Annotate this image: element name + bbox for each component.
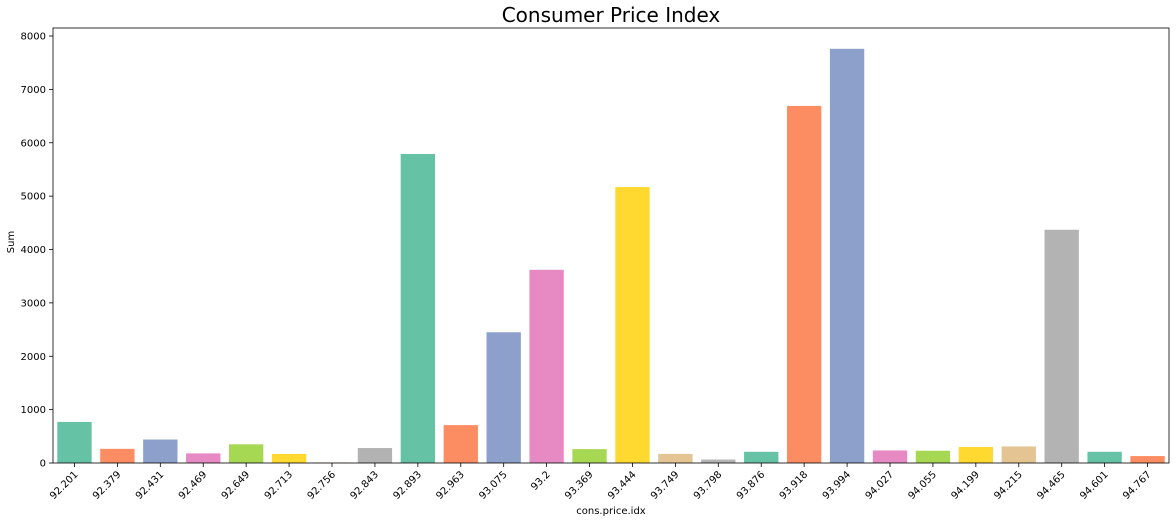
x-tick-label: 93.918 — [778, 469, 811, 502]
bar-92.379 — [100, 448, 135, 463]
bar-93.075 — [486, 332, 521, 463]
bar-93.994 — [829, 48, 865, 464]
bar-93.369 — [572, 449, 607, 463]
x-tick-label: 94.601 — [1078, 469, 1111, 502]
bar-94.767 — [1130, 456, 1165, 463]
bar-92.201 — [57, 421, 92, 463]
x-tick-label: 92.713 — [263, 469, 296, 502]
x-tick-label: 92.893 — [391, 469, 424, 502]
bar-93.876 — [744, 451, 779, 463]
y-tick-label: 7000 — [21, 85, 46, 96]
y-axis: 0 1000 2000 3000 4000 5000 6000 7000 8000 — [21, 32, 53, 470]
x-tick-label: 93.749 — [649, 469, 682, 502]
x-axis-label: cons.price.idx — [576, 506, 646, 517]
x-tick-label: 93.876 — [735, 469, 768, 502]
bar-92.649 — [228, 444, 264, 463]
x-axis: 92.201 92.379 92.431 92.469 92.649 92.713 92.7… — [48, 463, 1154, 502]
y-tick-label: 2000 — [21, 352, 46, 363]
y-axis-label: Sum — [6, 231, 17, 253]
x-tick-label: 94.027 — [864, 469, 897, 502]
plot-frame — [52, 27, 1170, 464]
bar-92.713 — [271, 453, 307, 463]
y-tick-label: 5000 — [21, 192, 46, 203]
y-tick-label: 3000 — [21, 298, 46, 309]
bar-94.199 — [958, 446, 994, 463]
bar-92.893 — [400, 153, 436, 463]
bar-93.444 — [615, 187, 650, 463]
x-tick-label: 92.379 — [91, 469, 124, 502]
y-tick-label: 1000 — [21, 405, 46, 416]
x-tick-label: 94.055 — [907, 469, 940, 502]
bar-92.469 — [186, 453, 221, 463]
y-tick-label: 4000 — [21, 245, 46, 256]
x-tick-label: 94.199 — [949, 469, 982, 502]
bar-94.055 — [915, 450, 951, 463]
y-tick-label: 6000 — [21, 138, 46, 149]
bar-92.843 — [357, 448, 393, 463]
bar-93.749 — [658, 453, 693, 463]
x-tick-label: 92.201 — [48, 469, 81, 502]
x-tick-label: 94.465 — [1035, 469, 1068, 502]
x-tick-label: 93.994 — [821, 469, 854, 502]
bars — [57, 48, 1165, 464]
bar-94.465 — [1044, 229, 1079, 463]
x-tick-label: 93.075 — [477, 469, 510, 502]
bar-94.215 — [1001, 446, 1036, 463]
x-tick-label: 93.798 — [692, 469, 725, 502]
x-tick-label: 94.215 — [992, 469, 1025, 502]
x-tick-label: 93.369 — [563, 469, 596, 502]
x-tick-label: 93.2 — [529, 469, 553, 493]
bar-93.798 — [701, 459, 736, 463]
x-tick-label: 92.756 — [306, 469, 339, 502]
x-tick-label: 92.843 — [349, 469, 382, 502]
bar-92.431 — [143, 439, 178, 463]
x-tick-label: 92.963 — [434, 469, 467, 502]
bar-94.027 — [872, 450, 908, 463]
bar-93.918 — [786, 105, 822, 463]
y-tick-label: 0 — [40, 459, 46, 470]
bar-94.601 — [1087, 451, 1122, 463]
y-tick-label: 8000 — [21, 32, 46, 43]
x-tick-label: 93.444 — [606, 469, 639, 502]
x-tick-label: 92.649 — [220, 469, 253, 502]
x-tick-label: 92.469 — [177, 469, 210, 502]
bar-93.2 — [529, 269, 564, 463]
x-tick-label: 94.767 — [1121, 469, 1154, 502]
chart-title: Consumer Price Index — [502, 3, 721, 27]
bar-92.963 — [443, 425, 478, 463]
x-tick-label: 92.431 — [134, 469, 167, 502]
